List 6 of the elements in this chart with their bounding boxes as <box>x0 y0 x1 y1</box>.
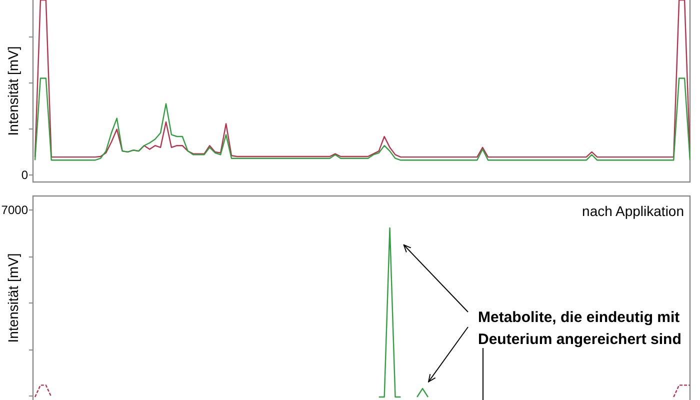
chart-title: nach Applikation <box>582 203 684 219</box>
text: 0 <box>21 168 28 182</box>
y-axis-title: Intensität [mV] <box>5 253 21 343</box>
text: 7000 <box>1 203 28 218</box>
y-axis-title: Intensität [mV] <box>5 46 21 136</box>
annotation: Metabolite, die eindeutig mit Deuterium angereichert sind <box>478 309 682 348</box>
